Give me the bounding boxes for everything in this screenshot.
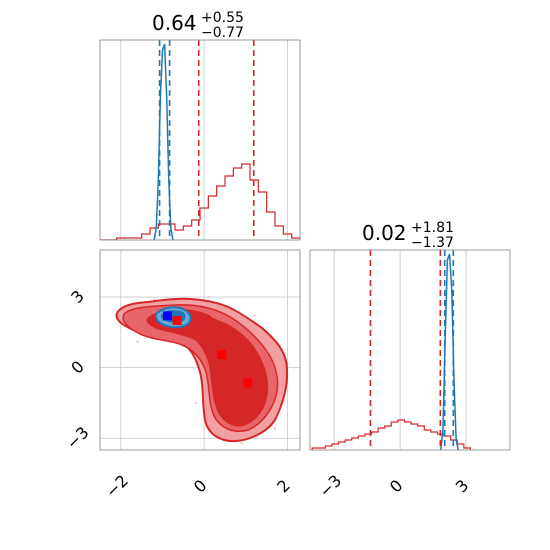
bottom-right-blue-histogram [440, 253, 460, 450]
red-square-marker [217, 350, 227, 360]
scatter-point [194, 401, 198, 405]
bottom-right-title-main: 0.02 [362, 221, 407, 245]
top-left-title-minus: −0.77 [201, 25, 244, 41]
scatter-point [240, 441, 243, 445]
red-contour-inner [146, 309, 269, 427]
bottom-left-markers [163, 311, 253, 388]
scatter-point [252, 314, 256, 318]
bottom-right-title-minus: −1.37 [411, 235, 454, 251]
top-left-quantile-lines [158, 40, 255, 240]
bottom-right-title-plus: +1.81 [411, 220, 454, 236]
bottom-right-gridlines [333, 250, 467, 450]
bottom-left-frame [99, 249, 301, 451]
bottom-right-x-tick-label: 3 [452, 476, 473, 497]
bottom-left-x-tick-label: −2 [102, 471, 132, 501]
scatter-point [152, 298, 156, 301]
bottom-left-x-tick-label: 0 [190, 476, 211, 497]
top-left-title-main: 0.64 [152, 11, 197, 35]
top-left-title-plus: +0.55 [201, 10, 244, 26]
panel-bottom-left-contour [99, 249, 301, 451]
bottom-right-x-tick-label: −3 [315, 471, 345, 501]
top-left-red-histogram [100, 163, 300, 240]
bottom-left-y-tick-label: 0 [67, 357, 88, 378]
top-left-title: 0.64 [152, 11, 197, 35]
bottom-right-title: 0.02 [362, 221, 407, 245]
bottom-right-quantile-lines [369, 250, 455, 450]
scatter-point [273, 427, 277, 431]
scatter-point [136, 340, 139, 343]
bottom-right-red-histogram [311, 419, 472, 450]
bottom-left-y-tick-label: 3 [67, 286, 88, 307]
panel-bottom-right-histogram: 0.02 +1.81 −1.37 [309, 220, 511, 451]
top-left-gridlines [120, 40, 288, 240]
bottom-left-x-tick-label: 2 [273, 476, 294, 497]
bottom-left-y-tick-label: −3 [63, 423, 93, 453]
bottom-right-x-tick-label: 0 [386, 476, 407, 497]
red-square-marker [243, 378, 253, 388]
red-square-marker [172, 316, 182, 326]
top-left-frame [99, 39, 301, 241]
panel-top-left-histogram: 0.64 +0.55 −0.77 [99, 10, 301, 241]
blue-square-marker [163, 311, 172, 321]
bottom-right-frame [309, 249, 511, 451]
scatter-point [207, 295, 210, 299]
